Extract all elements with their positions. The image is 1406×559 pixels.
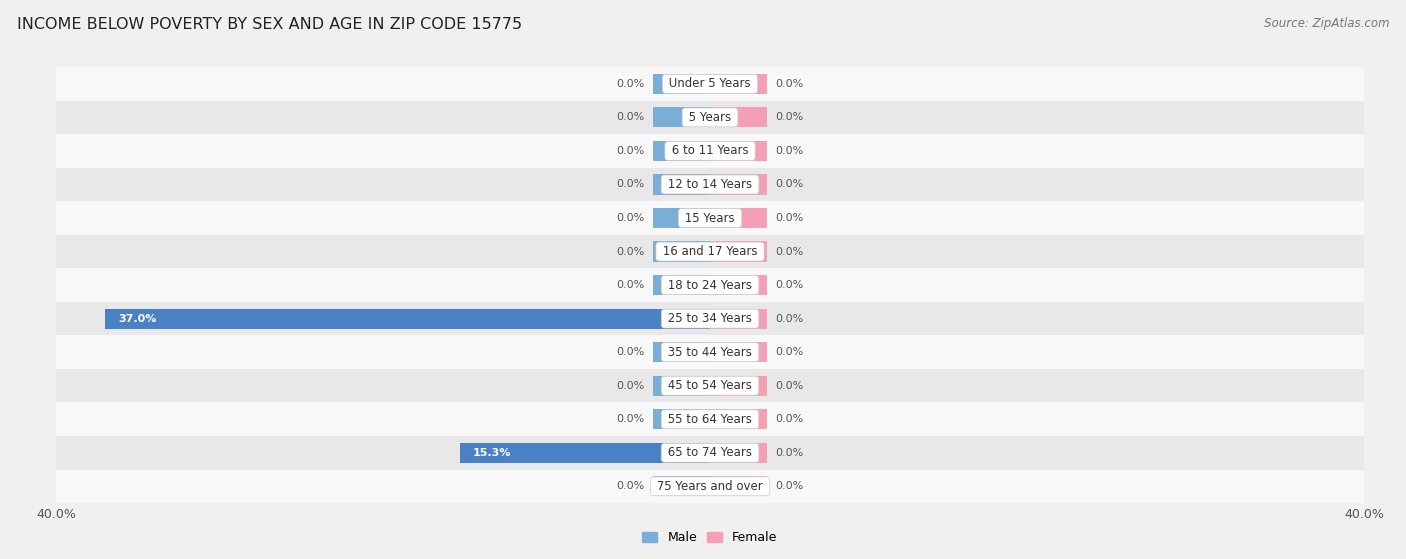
Text: 0.0%: 0.0% bbox=[776, 448, 804, 458]
Text: 15 Years: 15 Years bbox=[682, 211, 738, 225]
Bar bbox=[56, 201, 1364, 235]
Text: 12 to 14 Years: 12 to 14 Years bbox=[664, 178, 756, 191]
Text: 0.0%: 0.0% bbox=[776, 381, 804, 391]
Text: Source: ZipAtlas.com: Source: ZipAtlas.com bbox=[1264, 17, 1389, 30]
Bar bbox=[652, 208, 710, 228]
Bar bbox=[710, 409, 768, 429]
Text: 45 to 54 Years: 45 to 54 Years bbox=[664, 379, 756, 392]
Text: Under 5 Years: Under 5 Years bbox=[665, 77, 755, 91]
Bar bbox=[105, 309, 710, 329]
Bar bbox=[710, 443, 768, 463]
Bar bbox=[652, 141, 710, 161]
Text: 0.0%: 0.0% bbox=[776, 280, 804, 290]
Text: 0.0%: 0.0% bbox=[616, 112, 644, 122]
Bar bbox=[710, 141, 768, 161]
Bar bbox=[460, 443, 710, 463]
Text: 0.0%: 0.0% bbox=[776, 146, 804, 156]
Bar bbox=[56, 402, 1364, 436]
Text: 25 to 34 Years: 25 to 34 Years bbox=[664, 312, 756, 325]
Text: 0.0%: 0.0% bbox=[616, 381, 644, 391]
Bar bbox=[710, 342, 768, 362]
Bar bbox=[652, 409, 710, 429]
Bar bbox=[56, 101, 1364, 134]
Text: 0.0%: 0.0% bbox=[616, 146, 644, 156]
Text: 15.3%: 15.3% bbox=[472, 448, 512, 458]
Text: 5 Years: 5 Years bbox=[685, 111, 735, 124]
Text: 0.0%: 0.0% bbox=[616, 481, 644, 491]
Bar bbox=[56, 470, 1364, 503]
Bar bbox=[710, 309, 768, 329]
Bar bbox=[710, 376, 768, 396]
Text: 55 to 64 Years: 55 to 64 Years bbox=[664, 413, 756, 426]
Text: 16 and 17 Years: 16 and 17 Years bbox=[659, 245, 761, 258]
Text: 0.0%: 0.0% bbox=[776, 414, 804, 424]
Bar bbox=[710, 476, 768, 496]
Text: 0.0%: 0.0% bbox=[616, 213, 644, 223]
Bar bbox=[56, 369, 1364, 402]
Bar bbox=[652, 275, 710, 295]
Text: 0.0%: 0.0% bbox=[616, 247, 644, 257]
Bar bbox=[710, 74, 768, 94]
Text: 18 to 24 Years: 18 to 24 Years bbox=[664, 278, 756, 292]
Bar bbox=[652, 174, 710, 195]
Text: 35 to 44 Years: 35 to 44 Years bbox=[664, 345, 756, 359]
Bar bbox=[652, 74, 710, 94]
Text: 0.0%: 0.0% bbox=[776, 314, 804, 324]
Text: 0.0%: 0.0% bbox=[616, 414, 644, 424]
Text: 6 to 11 Years: 6 to 11 Years bbox=[668, 144, 752, 158]
Text: 0.0%: 0.0% bbox=[616, 179, 644, 190]
Text: 0.0%: 0.0% bbox=[776, 481, 804, 491]
Bar bbox=[56, 134, 1364, 168]
Text: 37.0%: 37.0% bbox=[118, 314, 156, 324]
Text: 75 Years and over: 75 Years and over bbox=[654, 480, 766, 493]
Bar bbox=[710, 208, 768, 228]
Bar bbox=[56, 168, 1364, 201]
Text: 0.0%: 0.0% bbox=[776, 213, 804, 223]
Text: 0.0%: 0.0% bbox=[776, 79, 804, 89]
Bar bbox=[652, 241, 710, 262]
Bar bbox=[652, 342, 710, 362]
Bar bbox=[56, 436, 1364, 470]
Bar bbox=[710, 241, 768, 262]
Text: 0.0%: 0.0% bbox=[616, 347, 644, 357]
Text: 0.0%: 0.0% bbox=[616, 280, 644, 290]
Legend: Male, Female: Male, Female bbox=[637, 526, 783, 549]
Bar bbox=[652, 476, 710, 496]
Bar bbox=[652, 376, 710, 396]
Bar bbox=[710, 174, 768, 195]
Text: 0.0%: 0.0% bbox=[776, 247, 804, 257]
Bar bbox=[56, 268, 1364, 302]
Bar bbox=[56, 302, 1364, 335]
Text: INCOME BELOW POVERTY BY SEX AND AGE IN ZIP CODE 15775: INCOME BELOW POVERTY BY SEX AND AGE IN Z… bbox=[17, 17, 522, 32]
Text: 0.0%: 0.0% bbox=[776, 347, 804, 357]
Text: 0.0%: 0.0% bbox=[616, 79, 644, 89]
Text: 0.0%: 0.0% bbox=[776, 112, 804, 122]
Bar bbox=[710, 275, 768, 295]
Bar bbox=[56, 67, 1364, 101]
Text: 65 to 74 Years: 65 to 74 Years bbox=[664, 446, 756, 459]
Bar bbox=[652, 107, 710, 127]
Bar bbox=[56, 235, 1364, 268]
Bar bbox=[56, 335, 1364, 369]
Text: 0.0%: 0.0% bbox=[776, 179, 804, 190]
Bar bbox=[710, 107, 768, 127]
